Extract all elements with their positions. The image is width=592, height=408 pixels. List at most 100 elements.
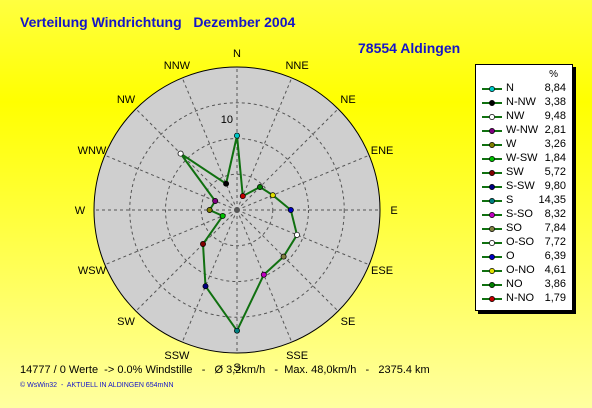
- station-label: 78554 Aldingen: [358, 40, 461, 56]
- point-W-NW: [212, 198, 219, 204]
- point-N: [234, 132, 240, 139]
- axis-label-S: S: [233, 362, 240, 374]
- legend-unit-header: %: [549, 69, 558, 80]
- legend-label: SO: [506, 222, 522, 234]
- legend-entry: SW 5,72: [476, 166, 572, 180]
- legend-label: O: [506, 250, 515, 262]
- grid-ring-2: [129, 102, 345, 318]
- legend-entry: W 3,26: [476, 138, 572, 152]
- legend-entry: O-NO 4,61: [476, 264, 572, 278]
- axis-label-N: N: [233, 48, 241, 60]
- legend-entry: SO 7,84: [476, 222, 572, 236]
- axis-label-SSW: SSW: [164, 350, 190, 362]
- legend-swatch: [482, 282, 502, 288]
- legend-value: 5,72: [544, 166, 566, 178]
- legend-swatch: [482, 156, 502, 162]
- legend-label: NW: [506, 110, 525, 122]
- legend-value: 3,86: [544, 278, 566, 290]
- axis-label-NNE: NNE: [285, 60, 308, 72]
- footer-stats: 14777 / 0 Werte -> 0.0% Windstille - Ø 3…: [20, 364, 430, 376]
- axis-label-ENE: ENE: [371, 145, 394, 157]
- legend-swatch: [482, 114, 502, 120]
- legend-swatch: [482, 86, 502, 92]
- point-N-NO: [239, 193, 246, 200]
- legend-label: O-SO: [506, 236, 535, 248]
- footer-credit: © WsWin32 - AKTUELL IN ALDINGEN 654mNN: [20, 382, 174, 389]
- legend-value: 7,72: [544, 236, 566, 248]
- legend-swatch: [482, 170, 502, 176]
- legend-value: 1,79: [544, 292, 566, 304]
- legend-label: W-SW: [506, 152, 538, 164]
- legend-value: 6,39: [544, 250, 566, 262]
- legend-label: N-NW: [506, 96, 536, 108]
- axis-label-NW: NW: [117, 94, 136, 106]
- legend-entry: S-SO 8,32: [476, 208, 572, 222]
- point-O: [287, 207, 294, 213]
- legend-label: NO: [506, 278, 523, 290]
- axis-label-SW: SW: [117, 316, 135, 328]
- point-W-SW: [219, 212, 226, 219]
- legend-entry: N 8,84: [476, 82, 572, 96]
- legend-label: W-NW: [506, 124, 539, 136]
- legend-label: SW: [506, 166, 524, 178]
- point-O-NO: [269, 192, 276, 199]
- legend-value: 9,48: [544, 110, 566, 122]
- legend-label: N-NO: [506, 292, 535, 304]
- legend-label: O-NO: [506, 264, 535, 276]
- legend-label: W: [506, 138, 517, 150]
- axis-label-NE: NE: [340, 94, 355, 106]
- legend-swatch: [482, 296, 502, 302]
- legend-label: S: [506, 194, 514, 206]
- point-NW: [177, 150, 184, 157]
- legend-entry: N-NW 3,38: [476, 96, 572, 110]
- legend-value: 2,81: [544, 124, 566, 136]
- legend-value: 4,61: [544, 264, 566, 276]
- point-S-SW: [202, 283, 209, 290]
- legend-swatch: [482, 142, 502, 148]
- legend-swatch: [482, 100, 502, 106]
- legend-entry: NW 9,48: [476, 110, 572, 124]
- legend-entry: W-NW 2,81: [476, 124, 572, 138]
- legend-value: 3,38: [544, 96, 566, 108]
- legend-swatch: [482, 240, 502, 246]
- legend-swatch: [482, 184, 502, 190]
- legend-entry: O 6,39: [476, 250, 572, 264]
- legend-swatch: [482, 198, 502, 204]
- legend-label: N: [506, 82, 514, 94]
- axis-label-NNW: NNW: [164, 60, 191, 72]
- grid-layer: 10: [93, 66, 381, 354]
- legend: % N 8,84 N-NW 3,38 NW 9,48 W-NW 2,81 W 3,26 W-SW 1,…: [475, 64, 573, 311]
- data-layer: [177, 132, 300, 334]
- legend-swatch: [482, 128, 502, 134]
- legend-entry: S-SW 9,80: [476, 180, 572, 194]
- legend-value: 8,84: [544, 82, 566, 94]
- legend-label: S-SW: [506, 180, 535, 192]
- axis-label-ESE: ESE: [371, 265, 393, 277]
- legend-entry: W-SW 1,84: [476, 152, 572, 166]
- legend-swatch: [482, 268, 502, 274]
- point-SO: [280, 253, 287, 260]
- legend-value: 9,80: [544, 180, 566, 192]
- legend-value: 3,26: [544, 138, 566, 150]
- point-N-NW: [223, 180, 230, 187]
- legend-swatch: [482, 254, 502, 260]
- axis-label-WSW: WSW: [78, 265, 107, 277]
- point-NO: [257, 184, 263, 190]
- legend-swatch: [482, 226, 502, 232]
- legend-entry: O-SO 7,72: [476, 236, 572, 250]
- legend-value: 7,84: [544, 222, 566, 234]
- legend-label: S-SO: [506, 208, 533, 220]
- chart-title: Verteilung Windrichtung Dezember 2004: [20, 14, 296, 30]
- axis-label-E: E: [390, 205, 397, 217]
- point-S-SO: [260, 271, 267, 278]
- axis-label-W: W: [75, 205, 86, 217]
- ring-label: 10: [221, 114, 233, 126]
- point-SW: [200, 241, 206, 247]
- legend-swatch: [482, 212, 502, 218]
- point-O-SO: [294, 231, 300, 238]
- axis-labels: N NNE NE ENE E ESE SE SSE S SSW SW WSW W WNW NW NNW: [75, 48, 398, 374]
- grid-ring-0: [200, 173, 274, 247]
- legend-value: 8,32: [544, 208, 566, 220]
- legend-entry: NO 3,86: [476, 278, 572, 292]
